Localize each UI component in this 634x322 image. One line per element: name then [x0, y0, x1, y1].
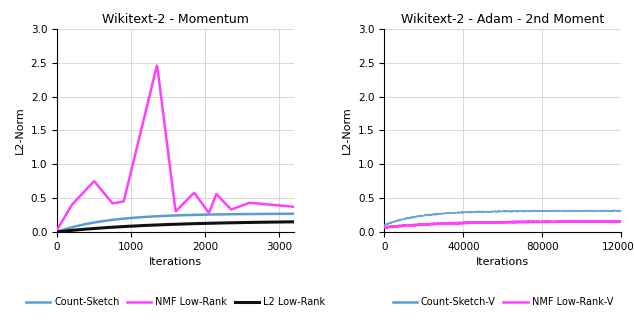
X-axis label: Iterations: Iterations [476, 257, 529, 267]
X-axis label: Iterations: Iterations [149, 257, 202, 267]
Title: Wikitext-2 - Adam - 2nd Moment: Wikitext-2 - Adam - 2nd Moment [401, 14, 604, 26]
Legend: Count-Sketch-V, NMF Low-Rank-V: Count-Sketch-V, NMF Low-Rank-V [389, 293, 617, 311]
Legend: Count-Sketch, NMF Low-Rank, L2 Low-Rank: Count-Sketch, NMF Low-Rank, L2 Low-Rank [22, 293, 329, 311]
Y-axis label: L2-Norm: L2-Norm [342, 107, 353, 154]
Title: Wikitext-2 - Momentum: Wikitext-2 - Momentum [102, 14, 249, 26]
Y-axis label: L2-Norm: L2-Norm [15, 107, 25, 154]
